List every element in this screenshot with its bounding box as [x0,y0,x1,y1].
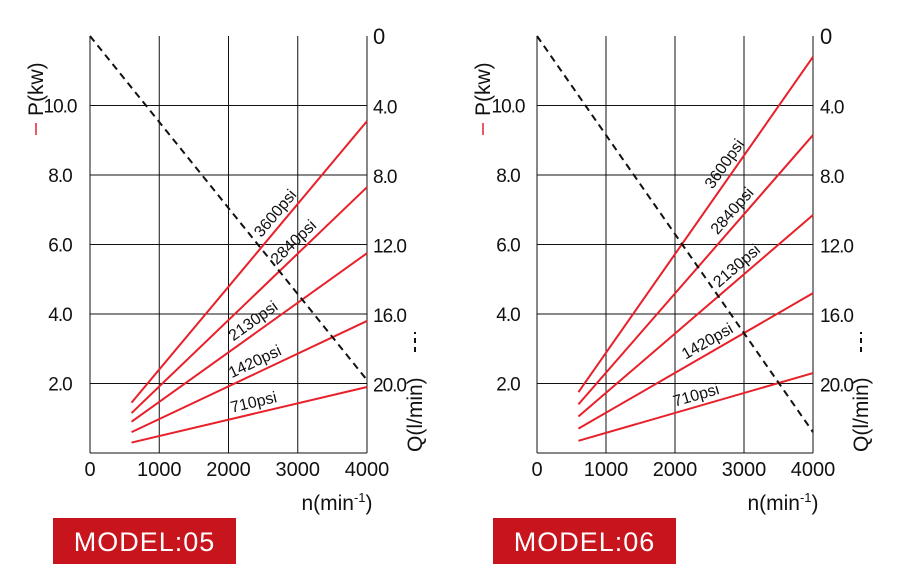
y-tick-label: 6.0 [48,236,72,257]
x-tick-label: 3000 [722,459,767,481]
y2-tick-label: 12.0 [373,237,406,258]
power-series-line [131,320,368,434]
power-series-line [130,186,368,414]
y2-axis-title-group: Q(l/min) [404,332,427,452]
y2-tick-label: 0 [373,24,385,49]
y-axis-title: P(kw) [25,62,48,116]
y-axis-title-group: P(kw) [472,62,495,135]
model-badge [53,518,236,564]
flow-series-line [536,35,814,433]
y2-axis-title: Q(l/min) [850,377,873,452]
power-series-line [578,372,814,442]
x-tick-label: 2000 [653,459,698,481]
power-series-line [577,214,814,418]
series-label: 2130psi [710,242,764,291]
chart-panel: 0 1000 2000 3000 4000 2.0 4.0 6.0 8.0 10.0 0 4.0 8.0… [25,24,427,564]
y-tick-label: 10.0 [44,97,77,118]
x-tick-label: 4000 [791,459,836,481]
y-tick-label: 4.0 [48,305,72,326]
x-axis-title: n(min-1) [301,490,372,515]
power-series-line [577,56,814,393]
y2-tick-label: 0 [820,24,832,49]
x-tick-label: 0 [84,459,95,481]
y2-tick-label: 20.0 [373,376,406,397]
x-tick-label: 1000 [584,459,629,481]
y-tick-label: 6.0 [496,236,520,257]
y-tick-label: 8.0 [496,166,520,187]
x-tick-label: 1000 [137,459,182,481]
y2-tick-label: 4.0 [373,98,397,119]
y-axis-title: P(kw) [472,62,495,116]
x-tick-label: 3000 [276,459,321,481]
flow-series-line [89,35,368,381]
x-tick-label: 2000 [206,459,251,481]
x-axis-title: n(min-1) [747,490,818,515]
power-series-line [130,120,368,404]
y2-tick-label: 20.0 [820,376,853,397]
y2-tick-label: 16.0 [820,306,853,327]
y2-tick-label: 16.0 [373,306,406,327]
power-series-line [577,292,814,430]
y-tick-label: 4.0 [496,305,520,326]
x-axis-title-text: n(min [301,492,354,515]
x-axis-title-superscript: -1 [800,490,812,505]
y-axis-title-group: P(kw) [25,62,48,135]
model-title: MODEL:05 [74,527,216,557]
model-badge [493,518,676,564]
y-tick-label: 8.0 [48,166,72,187]
y2-axis-title: Q(l/min) [404,377,427,452]
chart-panel: 0 1000 2000 3000 4000 2.0 4.0 6.0 8.0 10.0 0 4.0 8.0… [472,24,873,564]
power-series-line [577,134,814,406]
x-tick-label: 4000 [345,459,390,481]
power-series-line [130,252,368,423]
x-axis-title-superscript: -1 [354,490,366,505]
y-tick-label: 2.0 [48,375,72,396]
x-axis-title-text: n(min [747,492,800,515]
x-axis-title-close: ) [366,492,373,515]
power-series-line [131,386,368,444]
model-title: MODEL:06 [514,527,656,557]
x-tick-label: 0 [531,459,542,481]
series-label: 710psi [229,389,279,416]
x-axis-title-close: ) [812,492,819,515]
y2-tick-label: 8.0 [373,167,397,188]
y-tick-label: 10.0 [492,97,525,118]
y2-tick-label: 12.0 [820,237,853,258]
y2-tick-label: 8.0 [820,167,844,188]
y-tick-label: 2.0 [496,375,520,396]
y2-tick-label: 4.0 [820,98,844,119]
y2-axis-title-group: Q(l/min) [850,332,873,452]
